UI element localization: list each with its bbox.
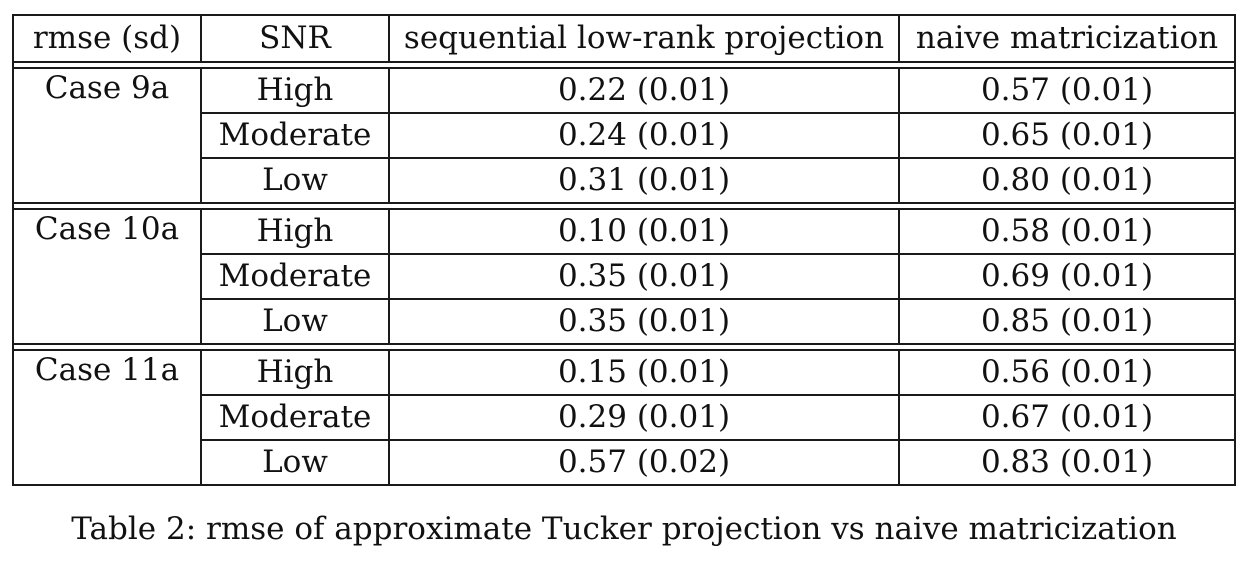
naive-value: 0.65 (0.01) [898,112,1236,159]
header-snr: SNR [200,14,390,63]
naive-value: 0.83 (0.01) [898,439,1236,486]
table-header: rmse (sd) SNR sequential low-rank projec… [12,14,1236,63]
snr-cell: Moderate [200,253,390,300]
header-sequential: sequential low-rank projection [388,14,900,63]
naive-value: 0.67 (0.01) [898,394,1236,441]
table-row: Low 0.57 (0.02) 0.83 (0.01) [13,439,1236,486]
table-row: Moderate 0.35 (0.01) 0.69 (0.01) [13,253,1236,300]
table-row: Case 10a High 0.10 (0.01) 0.58 (0.01) [12,208,1236,345]
table-caption: Table 2: rmse of approximate Tucker proj… [71,511,1177,547]
snr-cell: Low [200,157,390,204]
snr-cell: Low [200,298,390,345]
sequential-value: 0.35 (0.01) [388,298,900,345]
sequential-value: 0.35 (0.01) [388,253,900,300]
header-naive: naive matricization [898,14,1236,63]
snr-cell: High [200,349,390,396]
table-body: Case 9a High 0.22 (0.01) 0.57 (0.01) Mod… [12,61,1236,486]
results-table: rmse (sd) SNR sequential low-rank projec… [12,14,1236,486]
case-label: Case 9a [12,67,202,204]
group-separator [12,202,1236,210]
header-row: rmse (sd) SNR sequential low-rank projec… [12,14,1236,63]
table-row: Case 9a High 0.22 (0.01) 0.57 (0.01) [12,67,1236,204]
naive-value: 0.85 (0.01) [898,298,1236,345]
sequential-value: 0.57 (0.02) [388,439,900,486]
snr-cell: Moderate [200,112,390,159]
snr-cell: High [200,67,390,114]
naive-value: 0.56 (0.01) [898,349,1236,396]
table-row: Moderate 0.29 (0.01) 0.67 (0.01) [13,394,1236,441]
group-separator [12,343,1236,351]
header-rmse: rmse (sd) [12,14,202,63]
table-row: Low 0.31 (0.01) 0.80 (0.01) [13,157,1236,204]
snr-cell: High [200,208,390,255]
case-label: Case 11a [12,349,202,486]
sequential-value: 0.10 (0.01) [388,208,900,255]
results-table-container: rmse (sd) SNR sequential low-rank projec… [12,14,1236,486]
snr-cell: Moderate [200,394,390,441]
group-separator [12,61,1236,69]
table-row: Moderate 0.24 (0.01) 0.65 (0.01) [13,112,1236,159]
naive-value: 0.58 (0.01) [898,208,1236,255]
sequential-value: 0.24 (0.01) [388,112,900,159]
sequential-value: 0.22 (0.01) [388,67,900,114]
snr-cell: Low [200,439,390,486]
table-row: Case 11a High 0.15 (0.01) 0.56 (0.01) [12,349,1236,486]
naive-value: 0.57 (0.01) [898,67,1236,114]
table-row: Low 0.35 (0.01) 0.85 (0.01) [13,298,1236,345]
sequential-value: 0.15 (0.01) [388,349,900,396]
case-label: Case 10a [12,208,202,345]
naive-value: 0.80 (0.01) [898,157,1236,204]
sequential-value: 0.29 (0.01) [388,394,900,441]
sequential-value: 0.31 (0.01) [388,157,900,204]
naive-value: 0.69 (0.01) [898,253,1236,300]
